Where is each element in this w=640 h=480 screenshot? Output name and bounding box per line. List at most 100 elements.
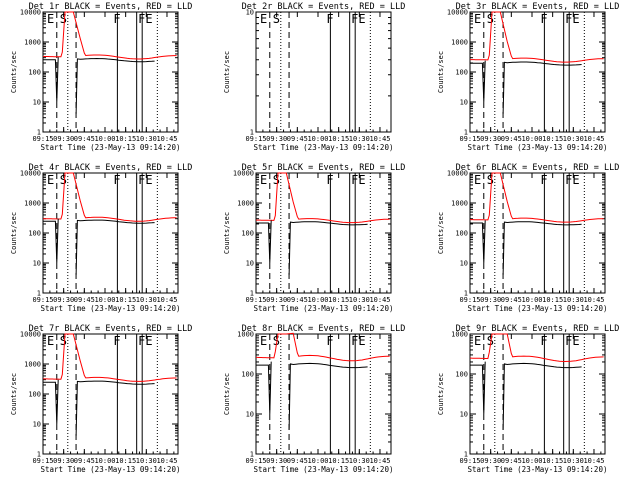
event-letter: FE	[565, 334, 579, 348]
y-tick-label: 10000	[233, 170, 254, 178]
x-tick-label: 10:45	[583, 296, 604, 304]
lld-series-line	[256, 332, 390, 362]
y-axis-label: Counts/sec	[223, 51, 231, 93]
events-series-line	[256, 220, 272, 264]
y-tick-label: 10	[246, 9, 254, 17]
y-tick-label: 100	[455, 69, 468, 77]
event-letter: S	[273, 334, 280, 348]
event-letter: S	[487, 173, 494, 187]
x-tick-label: 09:30	[53, 135, 74, 143]
x-tick-label: 09:30	[266, 135, 287, 143]
event-letter: S	[60, 12, 67, 26]
event-letter: S	[60, 334, 67, 348]
y-axis-label: Counts/sec	[437, 212, 445, 254]
event-letter: E	[260, 334, 267, 348]
y-axis-label: Counts/sec	[10, 51, 18, 93]
y-tick-label: 1	[464, 129, 468, 137]
events-series-line	[43, 57, 59, 103]
x-tick-label: 10:15	[115, 135, 136, 143]
events-series-line	[43, 379, 59, 425]
y-tick-label: 10000	[20, 9, 41, 17]
x-tick-label: 10:15	[115, 296, 136, 304]
y-tick-label: 10	[33, 99, 41, 107]
x-tick-label: 09:15	[459, 457, 480, 465]
y-tick-label: 1	[250, 290, 254, 298]
y-tick-label: 10	[33, 421, 41, 429]
x-tick-label: 10:00	[307, 296, 328, 304]
lld-series-line	[42, 333, 177, 382]
lld-series-line	[43, 172, 177, 222]
x-axis-label: Start Time (23-May-13 09:14:20)	[254, 143, 394, 152]
y-tick-label: 100	[241, 371, 254, 379]
event-letter: E	[474, 12, 481, 26]
y-axis-label: Counts/sec	[10, 212, 18, 254]
x-tick-label: 09:45	[501, 135, 522, 143]
lld-series-line	[470, 172, 604, 223]
y-axis-label: Counts/sec	[10, 373, 18, 415]
x-tick-label: 09:45	[501, 296, 522, 304]
y-tick-label: 10	[33, 260, 41, 268]
x-tick-label: 10:15	[328, 296, 349, 304]
x-tick-label: 09:30	[480, 457, 501, 465]
events-series-line	[43, 218, 59, 264]
y-axis-label: Counts/sec	[437, 51, 445, 93]
x-tick-label: 10:30	[563, 135, 584, 143]
x-tick-label: 10:15	[328, 135, 349, 143]
event-letter: S	[487, 12, 494, 26]
x-axis-label: Start Time (23-May-13 09:14:20)	[41, 465, 181, 474]
event-letter: S	[273, 173, 280, 187]
x-tick-label: 10:45	[369, 296, 390, 304]
event-letter: F	[326, 12, 333, 26]
event-letter: S	[273, 12, 280, 26]
events-series-line	[75, 380, 155, 436]
y-tick-label: 1000	[237, 331, 254, 339]
x-tick-label: 09:15	[32, 457, 53, 465]
y-tick-label: 100	[28, 391, 41, 399]
x-tick-label: 10:15	[542, 296, 563, 304]
y-tick-label: 1000	[451, 331, 468, 339]
y-tick-label: 1	[250, 129, 254, 137]
x-axis-label: Start Time (23-May-13 09:14:20)	[254, 304, 394, 313]
x-tick-label: 09:15	[245, 296, 266, 304]
y-tick-label: 10000	[20, 331, 41, 339]
event-letter: FE	[351, 173, 365, 187]
x-tick-label: 10:00	[521, 457, 542, 465]
y-tick-label: 1	[464, 290, 468, 298]
lld-series-line	[42, 11, 177, 60]
y-tick-label: 10	[246, 260, 254, 268]
y-tick-label: 100	[28, 230, 41, 238]
x-tick-label: 10:45	[583, 135, 604, 143]
x-tick-label: 10:30	[563, 296, 584, 304]
event-letter: E	[260, 173, 267, 187]
x-tick-label: 10:45	[583, 457, 604, 465]
plot-title: Det 8r BLACK = Events, RED = LLD	[242, 324, 406, 334]
event-letter: F	[326, 334, 333, 348]
x-tick-label: 09:30	[480, 135, 501, 143]
events-series-line	[75, 57, 155, 114]
y-axis-label: Counts/sec	[223, 373, 231, 415]
event-letter: F	[540, 12, 547, 26]
events-series-line	[470, 220, 486, 264]
x-tick-label: 10:00	[521, 135, 542, 143]
x-tick-label: 09:30	[266, 457, 287, 465]
event-letter: E	[260, 12, 267, 26]
x-tick-label: 10:15	[328, 457, 349, 465]
y-tick-label: 100	[241, 230, 254, 238]
y-tick-label: 1	[464, 451, 468, 459]
x-tick-label: 09:45	[74, 296, 95, 304]
x-tick-label: 10:00	[521, 296, 542, 304]
event-letter: FE	[138, 173, 152, 187]
x-axis-label: Start Time (23-May-13 09:14:20)	[254, 465, 394, 474]
x-tick-label: 10:15	[115, 457, 136, 465]
event-letter: FE	[351, 334, 365, 348]
plot-title: Det 6r BLACK = Events, RED = LLD	[456, 163, 620, 173]
x-tick-label: 10:00	[94, 296, 115, 304]
x-tick-label: 10:45	[156, 135, 177, 143]
x-tick-label: 09:15	[459, 296, 480, 304]
